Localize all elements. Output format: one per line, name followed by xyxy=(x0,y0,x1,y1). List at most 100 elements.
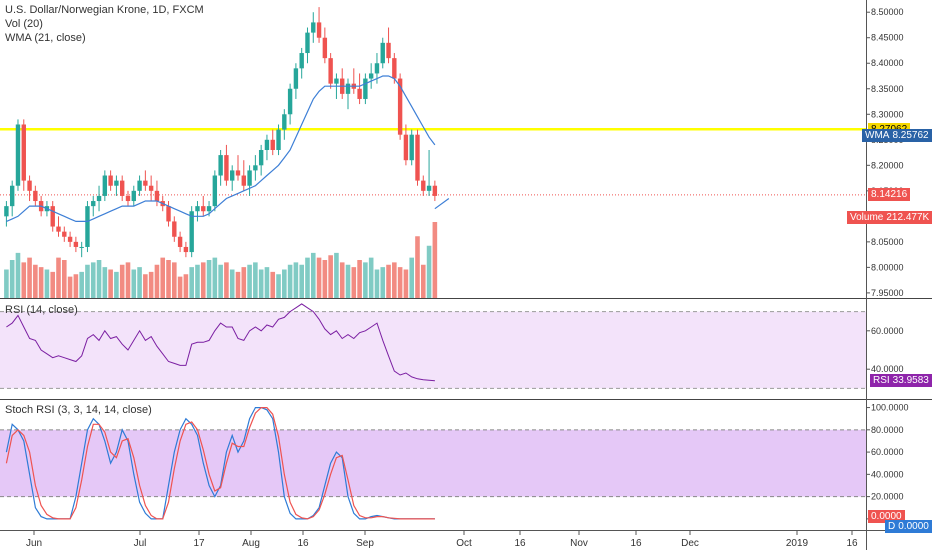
volume-bar xyxy=(154,264,160,298)
candle-body xyxy=(247,170,252,186)
candle-body xyxy=(56,226,61,232)
volume-bar xyxy=(177,276,183,298)
volume-bar xyxy=(258,269,264,298)
stoch-tick-label: 60.0000 xyxy=(871,447,904,457)
time-tick-label: Jun xyxy=(26,538,42,549)
volume-bar xyxy=(79,271,84,298)
candle-body xyxy=(345,83,351,94)
candle-body xyxy=(218,155,223,176)
candle-body xyxy=(392,58,397,79)
volume-bar xyxy=(368,257,374,298)
candle-body xyxy=(108,175,113,186)
volume-bar xyxy=(334,252,339,298)
candle-body xyxy=(409,134,414,161)
volume-bar xyxy=(62,260,67,298)
volume-bar xyxy=(253,262,258,298)
rsi-value-tag-label: RSI xyxy=(873,375,890,387)
candle-body xyxy=(264,139,270,150)
volume-bar xyxy=(218,264,223,298)
volume-bar xyxy=(345,264,351,298)
price-tick-label: 8.05000 xyxy=(871,237,904,247)
volume-bar xyxy=(351,267,357,298)
volume-bar xyxy=(316,257,322,298)
candle-body xyxy=(15,124,21,186)
time-tick-label: 16 xyxy=(630,538,642,549)
volume-bar xyxy=(305,257,310,298)
volume-bar xyxy=(241,267,247,298)
candle-body xyxy=(137,180,142,191)
candle-body xyxy=(305,32,310,54)
candle-body xyxy=(67,236,73,242)
time-tick-label: Dec xyxy=(681,538,699,549)
stoch-band xyxy=(0,429,866,497)
price-tick-label: 8.50000 xyxy=(871,7,904,17)
stoch-d-line xyxy=(5,407,435,520)
rsi-band xyxy=(0,311,866,389)
candle-body xyxy=(368,73,374,79)
volume-bar xyxy=(102,267,108,298)
volume-bar xyxy=(229,269,235,298)
candle-body xyxy=(143,180,148,186)
stoch-tag-1-label: D xyxy=(888,521,896,533)
rsi-tick-label: 40.0000 xyxy=(871,364,904,374)
candle-body xyxy=(253,165,258,171)
volume-bar xyxy=(409,257,414,298)
candle-body xyxy=(21,124,26,181)
volume-bar xyxy=(328,255,333,298)
volume-bar xyxy=(183,274,189,298)
candle-body xyxy=(235,170,241,176)
volume-bar xyxy=(397,267,403,298)
volume-bar xyxy=(200,262,206,298)
candle-body xyxy=(201,206,206,212)
time-tick-label: 16 xyxy=(846,538,858,549)
time-tick-label: 16 xyxy=(297,538,309,549)
candle-body xyxy=(421,180,426,191)
candle-body xyxy=(224,155,229,181)
candle-body xyxy=(9,185,15,207)
stoch-tick-label: 80.0000 xyxy=(871,425,904,435)
price-tick-label: 8.20000 xyxy=(871,160,904,170)
candle-body xyxy=(426,185,432,191)
candle-body xyxy=(230,170,235,181)
volume-bar xyxy=(38,267,44,298)
time-tick-label: Nov xyxy=(570,538,588,549)
volume-bar xyxy=(212,257,218,298)
volume-bar xyxy=(264,267,270,298)
volume-bar xyxy=(125,262,131,298)
volume-bar xyxy=(114,271,119,298)
volume-bar xyxy=(143,274,148,298)
volume-bar xyxy=(166,260,171,298)
candle-body xyxy=(212,175,218,207)
volume-bar xyxy=(4,269,9,298)
candle-body xyxy=(96,195,102,202)
candle-body xyxy=(62,231,67,237)
candle-body xyxy=(322,37,328,59)
candle-body xyxy=(206,206,212,212)
rsi-value-tag: RSI 33.9583 xyxy=(870,374,932,388)
volume-bar xyxy=(15,252,21,298)
stoch-rsi-legend: Stoch RSI (3, 3, 14, 14, close) xyxy=(5,404,152,416)
price-tag-wma-label: WMA xyxy=(865,130,890,142)
candle-body xyxy=(432,185,438,196)
price-tick-label: 7.95000 xyxy=(871,288,904,298)
price-tag-level-2: 8.14216 xyxy=(868,188,911,202)
price-tag-level-0-value: 8.27062 xyxy=(871,124,907,135)
candle-body xyxy=(102,175,108,196)
price-tick-label: 8.40000 xyxy=(871,58,904,68)
candle-body xyxy=(374,63,380,74)
volume-bar xyxy=(137,267,142,298)
volume-bar xyxy=(96,260,102,298)
candle-body xyxy=(114,180,119,186)
wma-indicator-label: WMA (21, close) xyxy=(5,32,86,44)
candle-body xyxy=(4,206,9,217)
volume-bar xyxy=(310,252,316,298)
chart-title: U.S. Dollar/Norwegian Krone, 1D, FXCM xyxy=(5,4,204,16)
time-tick-label: 2019 xyxy=(786,538,809,549)
volume-bar xyxy=(90,262,96,298)
candle-body xyxy=(270,139,275,150)
volume-bar xyxy=(276,274,281,298)
volume-bar xyxy=(363,262,368,298)
candle-body xyxy=(183,246,189,253)
price-tick-label: 8.30000 xyxy=(871,109,904,119)
volume-bar xyxy=(392,262,397,298)
